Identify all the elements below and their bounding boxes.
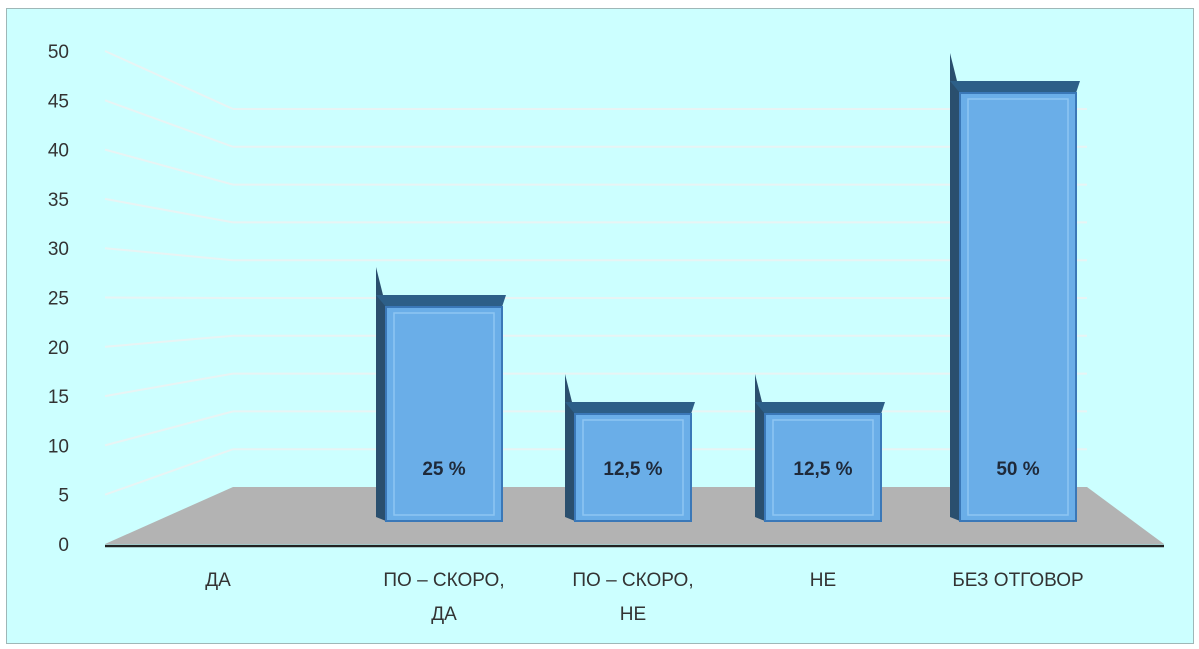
x-category-label: ПО – СКОРО, bbox=[383, 570, 504, 591]
bar-side bbox=[950, 53, 960, 521]
y-tick-label: 0 bbox=[58, 535, 69, 556]
y-tick-label: 15 bbox=[48, 387, 69, 408]
bar bbox=[764, 413, 882, 522]
bar-side bbox=[565, 374, 575, 521]
y-tick-label: 50 bbox=[48, 42, 69, 63]
x-category-label: ПО – СКОРО, bbox=[572, 570, 693, 591]
bar-top bbox=[376, 295, 506, 307]
bar-top bbox=[755, 402, 885, 414]
gridline-diagonal bbox=[104, 296, 234, 299]
y-tick-label: 20 bbox=[48, 338, 69, 359]
x-category-label: БЕЗ ОТГОВОР bbox=[952, 570, 1083, 591]
bar bbox=[385, 306, 503, 522]
bar-side bbox=[755, 374, 765, 521]
gridline-diagonal bbox=[104, 410, 234, 447]
y-tick-label: 5 bbox=[58, 486, 69, 507]
gridline-diagonal bbox=[104, 372, 234, 398]
gridline-diagonal bbox=[104, 334, 234, 348]
chart-frame: 0 5 10 15 20 25 30 35 40 45 50 25 % 12,5 % 12,5 % 50 %… bbox=[6, 8, 1194, 644]
y-tick-label: 10 bbox=[48, 436, 69, 457]
bar-highlight bbox=[967, 98, 1069, 516]
bar-highlight bbox=[393, 312, 495, 516]
data-label: 12,5 % bbox=[603, 459, 662, 480]
gridline-diagonal bbox=[104, 247, 234, 262]
y-tick-label: 45 bbox=[48, 91, 69, 112]
x-category-label: ДА bbox=[431, 604, 457, 625]
gridline-diagonal bbox=[104, 448, 234, 496]
bar-side bbox=[376, 267, 386, 521]
data-label: 25 % bbox=[422, 459, 465, 480]
data-label: 12,5 % bbox=[793, 459, 852, 480]
bar-highlight bbox=[582, 419, 684, 516]
bar bbox=[574, 413, 692, 522]
gridline-diagonal bbox=[104, 99, 234, 148]
x-category-label: НЕ bbox=[620, 604, 646, 625]
gridline-diagonal bbox=[104, 148, 234, 186]
y-tick-label: 40 bbox=[48, 141, 69, 162]
bar-highlight bbox=[772, 419, 874, 516]
gridline-diagonal bbox=[104, 197, 234, 224]
y-tick-label: 30 bbox=[48, 239, 69, 260]
gridline-diagonal bbox=[104, 50, 234, 110]
bar-top bbox=[565, 402, 695, 414]
y-tick-label: 25 bbox=[48, 289, 69, 310]
y-tick-label: 35 bbox=[48, 190, 69, 211]
x-category-label: НЕ bbox=[810, 570, 836, 591]
bar-chart: 0 5 10 15 20 25 30 35 40 45 50 25 % 12,5 % 12,5 % 50 %… bbox=[48, 42, 1164, 625]
bar-top bbox=[950, 81, 1080, 93]
data-label: 50 % bbox=[996, 459, 1039, 480]
bar bbox=[959, 92, 1077, 522]
x-category-label: ДА bbox=[205, 570, 231, 591]
